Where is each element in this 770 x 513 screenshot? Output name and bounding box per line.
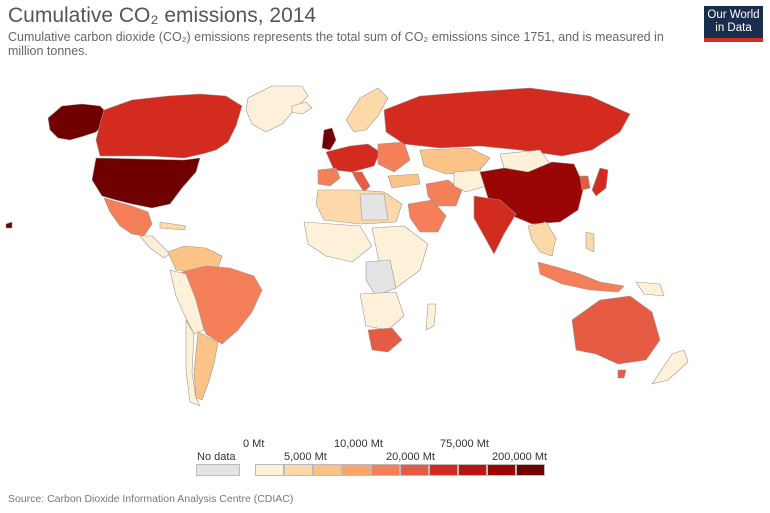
map-region-iran[interactable]: [425, 179, 463, 207]
map-region-united-kingdom[interactable]: [321, 127, 337, 151]
legend-tick-5000: 5,000 Mt: [284, 451, 327, 463]
legend-tick-10000: 10,000 Mt: [334, 438, 383, 450]
chart-title: Cumulative CO₂ emissions, 2014: [8, 4, 317, 27]
map-region-peru-bolivia[interactable]: [169, 269, 205, 335]
map-region-australia[interactable]: [571, 295, 661, 365]
map-region-western-europe[interactable]: [325, 143, 381, 173]
map-region-central-america[interactable]: [139, 235, 171, 259]
map-region-south-africa[interactable]: [367, 327, 403, 353]
map-region-japan[interactable]: [591, 167, 609, 197]
map-region-eastern-europe[interactable]: [377, 141, 411, 173]
map-region-italy[interactable]: [351, 171, 371, 193]
logo-line-2: in Data: [715, 21, 752, 34]
map-region-argentina[interactable]: [193, 331, 219, 401]
legend-swatch-3[interactable]: [342, 464, 371, 476]
map-region-india[interactable]: [473, 195, 517, 255]
map-region-libya[interactable]: [359, 193, 389, 221]
map-region-west-africa[interactable]: [303, 221, 373, 263]
map-region-central-asia[interactable]: [453, 169, 487, 193]
map-region-iberia[interactable]: [317, 167, 341, 187]
map-region-new-zealand[interactable]: [651, 349, 689, 385]
map-region-canada[interactable]: [95, 93, 243, 159]
legend-no-data-label: No data: [197, 451, 236, 463]
map-region-iceland[interactable]: [291, 101, 313, 115]
map-region-madagascar[interactable]: [425, 303, 437, 331]
legend-swatch-5[interactable]: [400, 464, 429, 476]
legend-tick-75000: 75,000 Mt: [440, 438, 489, 450]
map-region-colombia-venezuela[interactable]: [167, 245, 223, 273]
map-region-united-states[interactable]: [91, 157, 201, 209]
map-region-papua-new-guinea[interactable]: [635, 281, 665, 297]
map-region-pacific-islet[interactable]: [5, 221, 13, 229]
owid-logo[interactable]: Our World in Data: [704, 6, 763, 42]
legend-swatch-8[interactable]: [487, 464, 516, 476]
logo-accent-bar: [704, 38, 763, 42]
legend-swatch-9[interactable]: [516, 464, 545, 476]
legend-tick-200000: 200,000 Mt: [492, 451, 548, 463]
map-region-russia[interactable]: [383, 87, 631, 157]
map-region-southern-africa[interactable]: [359, 291, 405, 331]
map-region-turkey[interactable]: [387, 173, 421, 189]
map-region-central-africa[interactable]: [365, 259, 397, 297]
map-region-chile[interactable]: [185, 319, 201, 407]
legend-no-data-swatch[interactable]: [196, 464, 240, 476]
legend-swatch-1[interactable]: [284, 464, 313, 476]
logo-line-1: Our World: [707, 9, 760, 21]
chart-subtitle: Cumulative carbon dioxide (CO₂) emission…: [8, 30, 664, 58]
legend-swatch-4[interactable]: [371, 464, 400, 476]
map-region-scandinavia[interactable]: [345, 87, 389, 133]
map-region-saudi-arabia[interactable]: [407, 199, 447, 233]
map-region-korea[interactable]: [579, 175, 591, 191]
source-note: Source: Carbon Dioxide Information Analy…: [8, 493, 294, 505]
map-region-caribbean[interactable]: [159, 221, 187, 231]
map-region-greenland[interactable]: [245, 85, 309, 133]
legend-tick-20000: 20,000 Mt: [386, 451, 435, 463]
legend-tick-0: 0 Mt: [243, 438, 265, 450]
map-region-tasmania[interactable]: [617, 369, 627, 379]
map-region-indonesia[interactable]: [537, 261, 625, 293]
legend-swatch-0[interactable]: [255, 464, 284, 476]
map-region-philippines[interactable]: [585, 231, 595, 253]
map-region-north-africa[interactable]: [315, 189, 403, 225]
legend-swatch-7[interactable]: [458, 464, 487, 476]
world-map: [5, 85, 689, 407]
legend-swatch-2[interactable]: [313, 464, 342, 476]
legend-swatch-6[interactable]: [429, 464, 458, 476]
map-region-southeast-asia[interactable]: [527, 221, 557, 257]
